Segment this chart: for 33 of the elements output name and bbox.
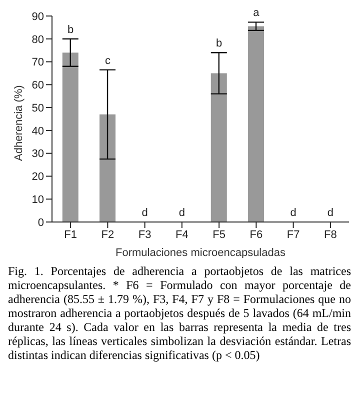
annotation: d bbox=[290, 207, 296, 219]
annotation: d bbox=[327, 207, 334, 219]
annotation: d bbox=[178, 207, 185, 219]
y-tick-label: 30 bbox=[32, 148, 44, 160]
y-tick-label: 80 bbox=[32, 34, 44, 46]
bar bbox=[100, 114, 116, 222]
x-tick-label: F5 bbox=[212, 228, 226, 241]
y-tick-label: 60 bbox=[32, 80, 44, 92]
x-tick-label: F3 bbox=[138, 228, 152, 241]
x-tick-label: F6 bbox=[250, 228, 263, 241]
x-tick-label: F4 bbox=[176, 228, 188, 241]
y-tick-label: 0 bbox=[38, 216, 44, 229]
y-tick-label: 70 bbox=[32, 56, 44, 69]
y-tick-label: 40 bbox=[32, 125, 44, 138]
x-axis-title: Formulaciones microencapsuladas bbox=[116, 247, 286, 259]
caption: Fig. 1. Porcentajes de adherencia a portaobjetos de las matrices microencapsulantes. * F6 = Formulado con mayor porcentaje de adherencia (85.55 ± 1.79 %), F3, F4, F7 y F8 = Formulaciones que no mostraron adherencia a portaobjetos después de 5 lavados (64 mL/min durante 24 s). Cada valor en las barras representa la media de tres réplicas, las líneas verticales simbolizan la desviación estándar. Letras distintas indican diferencias significativas (p < 0.05) bbox=[8, 264, 352, 362]
y-tick-label: 10 bbox=[32, 194, 44, 206]
annotation: a bbox=[253, 7, 260, 20]
x-tick-label: F1 bbox=[64, 228, 77, 241]
y-tick-label: 90 bbox=[32, 10, 44, 23]
bar bbox=[210, 73, 227, 222]
bar bbox=[62, 52, 78, 222]
y-axis-title: Adherencia (%) bbox=[12, 85, 25, 161]
annotation: b bbox=[68, 24, 74, 36]
annotation: b bbox=[216, 38, 222, 50]
annotation: d bbox=[142, 207, 148, 219]
x-tick-label: F7 bbox=[286, 228, 300, 241]
y-tick-label: 20 bbox=[32, 171, 44, 184]
x-tick-label: F2 bbox=[101, 228, 114, 241]
y-tick-label: 50 bbox=[32, 102, 44, 114]
annotation: c bbox=[104, 54, 111, 67]
bar bbox=[248, 26, 264, 222]
x-tick-label: F8 bbox=[324, 228, 337, 241]
